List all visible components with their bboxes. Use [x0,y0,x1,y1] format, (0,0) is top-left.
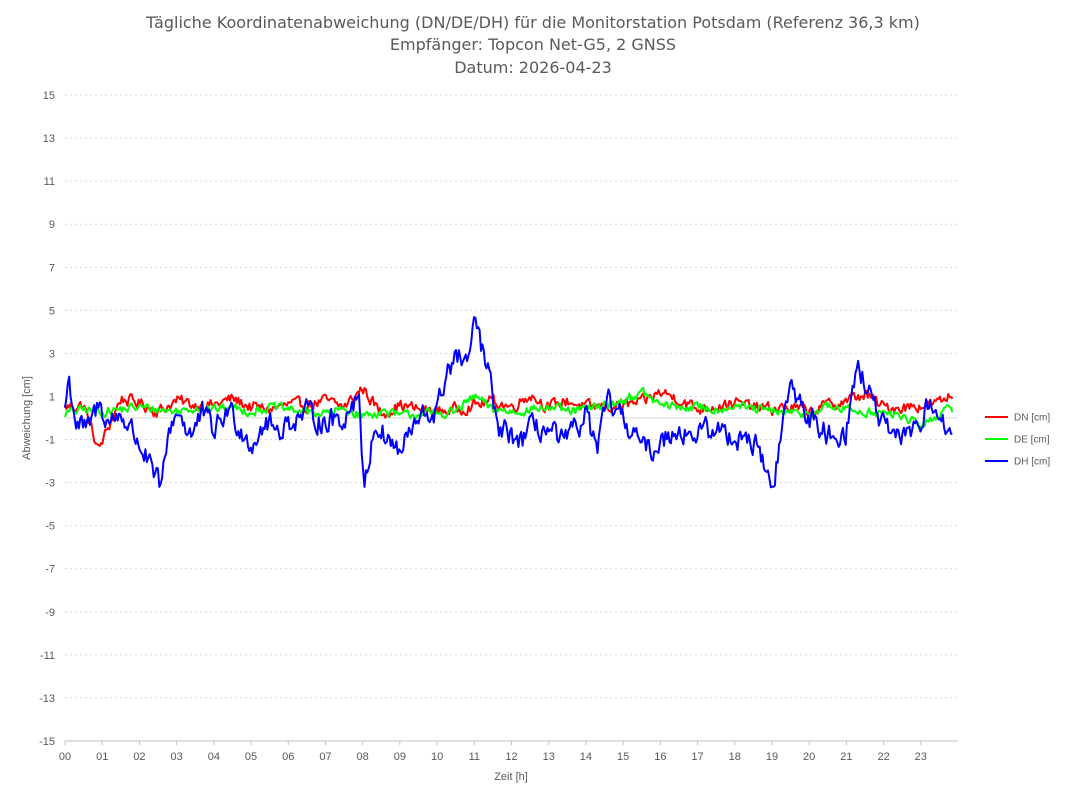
series-line-dh [64,316,953,489]
legend-label: DE [cm] [1014,435,1050,446]
x-tick-label: 23 [915,751,927,763]
y-tick-label: -15 [39,736,55,748]
x-tick-label: 11 [469,751,480,763]
y-tick-label: 3 [49,348,55,360]
chart-title-line-3: Datum: 2026-04-23 [454,58,612,77]
data-series [64,316,954,489]
x-tick-label: 15 [617,751,629,763]
y-tick-label: -7 [45,564,55,576]
x-tick-label: 19 [766,751,778,763]
x-tick-label: 16 [654,751,666,763]
legend-label: DH [cm] [1014,457,1050,468]
x-tick-label: 22 [877,751,889,763]
x-tick-label: 07 [319,751,331,763]
legend: DN [cm] DE [cm] DH [cm] [985,413,1050,468]
chart-title: Tägliche Koordinatenabweichung (DN/DE/DH… [145,13,920,77]
x-tick-label: 03 [171,751,183,763]
y-tick-label: -5 [45,521,55,533]
x-tick-label: 14 [580,751,592,763]
y-tick-label: 1 [49,391,55,403]
y-tick-label: -1 [45,435,55,447]
y-axis-tick-labels: 15 13 11 9 7 5 3 1 -1 -3 -5 -7 -9 -11 -13 -15 [39,90,55,748]
x-axis-title: Zeit [h] [494,771,528,783]
y-tick-label: 9 [49,219,55,231]
x-tick-label: 04 [208,751,220,763]
x-tick-label: 13 [543,751,555,763]
x-tick-label: 00 [59,751,71,763]
y-tick-label: -11 [40,650,55,662]
x-tick-label: 17 [691,751,703,763]
x-tick-label: 18 [729,751,741,763]
y-axis-title: Abweichung [cm] [21,376,33,460]
x-tick-label: 10 [431,751,443,763]
y-tick-label: 11 [44,176,55,188]
y-tick-label: -3 [45,478,55,490]
x-tick-label: 02 [133,751,145,763]
y-tick-label: -9 [45,607,55,619]
x-tick-label: 01 [96,751,108,763]
y-tick-label: 13 [43,133,55,145]
x-tick-label: 20 [803,751,815,763]
y-tick-label: -13 [39,693,55,705]
x-axis-tick-labels: 00 01 02 03 04 05 06 07 08 09 10 11 12 13 14 15 16 17 18 19… [59,741,927,763]
legend-label: DN [cm] [1014,413,1050,424]
x-tick-label: 09 [394,751,406,763]
x-tick-label: 12 [505,751,517,763]
x-tick-label: 21 [840,751,852,763]
chart-title-line-2: Empfänger: Topcon Net-G5, 2 GNSS [390,35,676,54]
y-tick-label: 15 [43,90,55,102]
y-tick-label: 5 [49,305,55,317]
x-tick-label: 05 [245,751,257,763]
x-tick-label: 08 [357,751,369,763]
chart-title-line-1: Tägliche Koordinatenabweichung (DN/DE/DH… [145,13,920,32]
y-tick-label: 7 [49,262,55,274]
x-tick-label: 06 [282,751,294,763]
